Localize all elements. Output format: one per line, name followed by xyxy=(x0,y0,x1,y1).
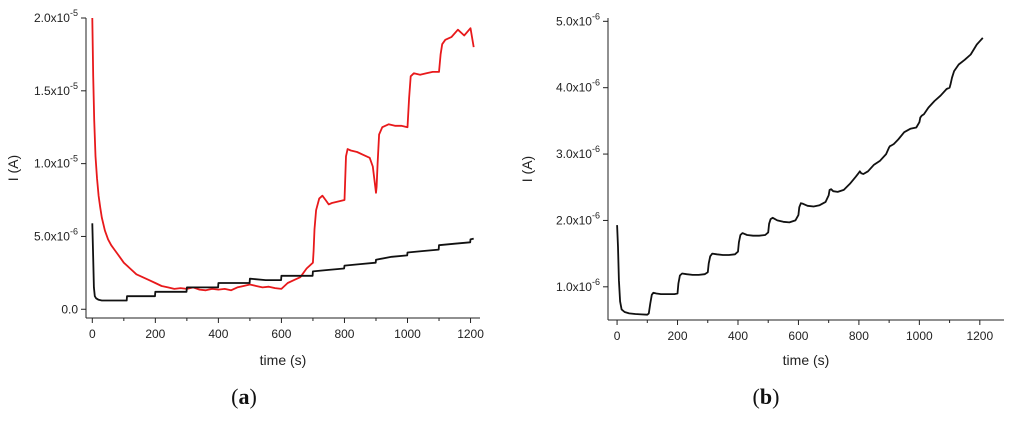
series-line-2 xyxy=(91,223,474,302)
x-tick-label: 400 xyxy=(208,327,228,341)
x-tick-label: 0 xyxy=(89,327,96,341)
x-tick-label: 800 xyxy=(334,327,354,341)
x-tick-label: 600 xyxy=(271,327,291,341)
panel-label: (b) xyxy=(753,384,780,409)
chart-panel-b: 0 200 400 600 800 1000 1200 1.0x10-6 2.0x10-6 3.0… xyxy=(519,11,1004,409)
x-tick-label: 200 xyxy=(145,327,165,341)
y-tick-label: 1.0x10-5 xyxy=(34,154,78,171)
y-tick-label: 0.0 xyxy=(61,302,78,316)
chart-panel-a: 0 200 400 600 800 1000 1200 0.0 5.0x10-6 1.0x10-5… xyxy=(5,8,484,409)
series-line-1 xyxy=(91,17,475,292)
y-tick-label: 2.0x10-5 xyxy=(34,8,78,25)
x-axis-title: time (s) xyxy=(260,352,307,368)
x-tick-label: 400 xyxy=(728,329,748,343)
series-line-1 xyxy=(616,37,984,316)
y-tick-label: 1.0x10-6 xyxy=(556,277,600,294)
x-tick-label: 0 xyxy=(614,329,621,343)
panel-label: (a) xyxy=(231,384,257,409)
y-axis-title: I (A) xyxy=(519,156,535,182)
y-tick-label: 5.0x10-6 xyxy=(34,226,78,243)
x-tick-label: 1000 xyxy=(906,329,933,343)
y-axis-title: I (A) xyxy=(5,155,21,181)
x-tick-label: 1000 xyxy=(394,327,421,341)
x-tick-label: 200 xyxy=(668,329,688,343)
y-tick-label: 4.0x10-6 xyxy=(556,78,600,95)
y-tick-label: 1.5x10-5 xyxy=(34,81,78,98)
y-tick-label: 5.0x10-6 xyxy=(556,11,600,28)
x-tick-label: 1200 xyxy=(966,329,993,343)
y-tick-label: 2.0x10-6 xyxy=(556,210,600,227)
x-axis-title: time (s) xyxy=(783,352,830,368)
y-tick-label: 3.0x10-6 xyxy=(556,144,600,161)
x-tick-label: 800 xyxy=(849,329,869,343)
x-tick-label: 600 xyxy=(788,329,808,343)
x-tick-label: 1200 xyxy=(457,327,484,341)
